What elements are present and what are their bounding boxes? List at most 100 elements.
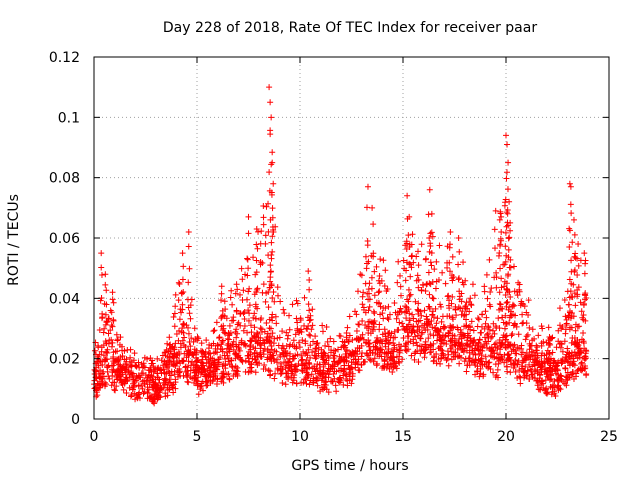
data-point xyxy=(144,389,151,396)
data-point xyxy=(395,326,402,333)
data-point xyxy=(194,364,201,371)
data-point xyxy=(366,318,373,325)
data-point xyxy=(429,324,436,331)
data-point xyxy=(260,214,267,221)
data-point xyxy=(524,331,531,338)
data-point xyxy=(110,317,117,324)
data-point xyxy=(521,303,528,310)
data-point xyxy=(490,369,497,376)
data-point xyxy=(244,256,251,263)
data-point xyxy=(282,359,289,366)
data-point xyxy=(123,389,130,396)
data-point xyxy=(548,372,555,379)
data-point xyxy=(267,99,274,106)
data-point xyxy=(162,393,169,400)
data-point xyxy=(507,369,514,376)
data-point xyxy=(364,183,371,190)
data-point xyxy=(567,227,574,234)
data-point xyxy=(496,289,503,296)
data-point xyxy=(458,290,465,297)
data-point xyxy=(238,339,245,346)
data-point xyxy=(549,383,556,390)
data-point xyxy=(555,327,562,334)
data-point xyxy=(583,295,590,302)
data-point xyxy=(411,350,418,357)
data-point xyxy=(267,268,274,275)
data-point xyxy=(145,386,152,393)
data-point xyxy=(531,375,538,382)
data-point xyxy=(503,303,510,310)
data-point xyxy=(194,357,201,364)
y-tick-label: 0 xyxy=(71,412,80,428)
data-point xyxy=(510,263,517,270)
data-point xyxy=(363,325,370,332)
data-point xyxy=(325,343,332,350)
data-point xyxy=(286,326,293,333)
data-point xyxy=(269,214,276,221)
data-point xyxy=(346,313,353,320)
data-point xyxy=(195,391,202,398)
data-point xyxy=(312,368,319,375)
data-point xyxy=(380,363,387,370)
data-point xyxy=(437,336,444,343)
data-point xyxy=(241,308,248,315)
data-point xyxy=(488,285,495,292)
data-point xyxy=(245,213,252,220)
data-point xyxy=(203,373,210,380)
data-point xyxy=(458,335,465,342)
data-point xyxy=(568,257,575,264)
data-point xyxy=(476,373,483,380)
data-point xyxy=(443,357,450,364)
data-point xyxy=(270,180,277,187)
data-point xyxy=(272,313,279,320)
data-point xyxy=(534,344,541,351)
data-point xyxy=(413,339,420,346)
data-point xyxy=(252,369,259,376)
data-point xyxy=(198,368,205,375)
data-point xyxy=(368,274,375,281)
data-point xyxy=(362,253,369,260)
data-point xyxy=(254,285,261,292)
data-point xyxy=(269,294,276,301)
data-point xyxy=(503,321,510,328)
data-point xyxy=(335,378,342,385)
data-point xyxy=(518,363,525,370)
data-point xyxy=(113,331,120,338)
data-point xyxy=(310,379,317,386)
data-point xyxy=(91,347,98,354)
data-point xyxy=(503,223,510,230)
data-point xyxy=(446,297,453,304)
data-point xyxy=(103,381,110,388)
data-point xyxy=(458,354,465,361)
data-point xyxy=(206,372,213,379)
data-point xyxy=(573,370,580,377)
data-point xyxy=(211,327,218,334)
data-point xyxy=(570,369,577,376)
data-point xyxy=(121,356,128,363)
data-point xyxy=(244,329,251,336)
data-point xyxy=(133,373,140,380)
data-point xyxy=(253,225,260,232)
data-point xyxy=(226,331,233,338)
data-point xyxy=(574,271,581,278)
data-point xyxy=(188,335,195,342)
data-point xyxy=(314,382,321,389)
data-point xyxy=(514,344,521,351)
data-point xyxy=(429,295,436,302)
data-point xyxy=(574,323,581,330)
data-point xyxy=(496,300,503,307)
data-point xyxy=(534,350,541,357)
data-point xyxy=(538,323,545,330)
y-axis-label: ROTI / TECUs xyxy=(6,194,22,286)
data-point xyxy=(184,364,191,371)
data-point xyxy=(294,351,301,358)
data-point xyxy=(267,333,274,340)
data-point xyxy=(111,359,118,366)
data-point xyxy=(325,353,332,360)
data-point xyxy=(415,359,422,366)
data-point xyxy=(410,323,417,330)
data-point xyxy=(563,320,570,327)
data-point xyxy=(497,346,504,353)
data-point xyxy=(334,359,341,366)
data-point xyxy=(190,379,197,386)
